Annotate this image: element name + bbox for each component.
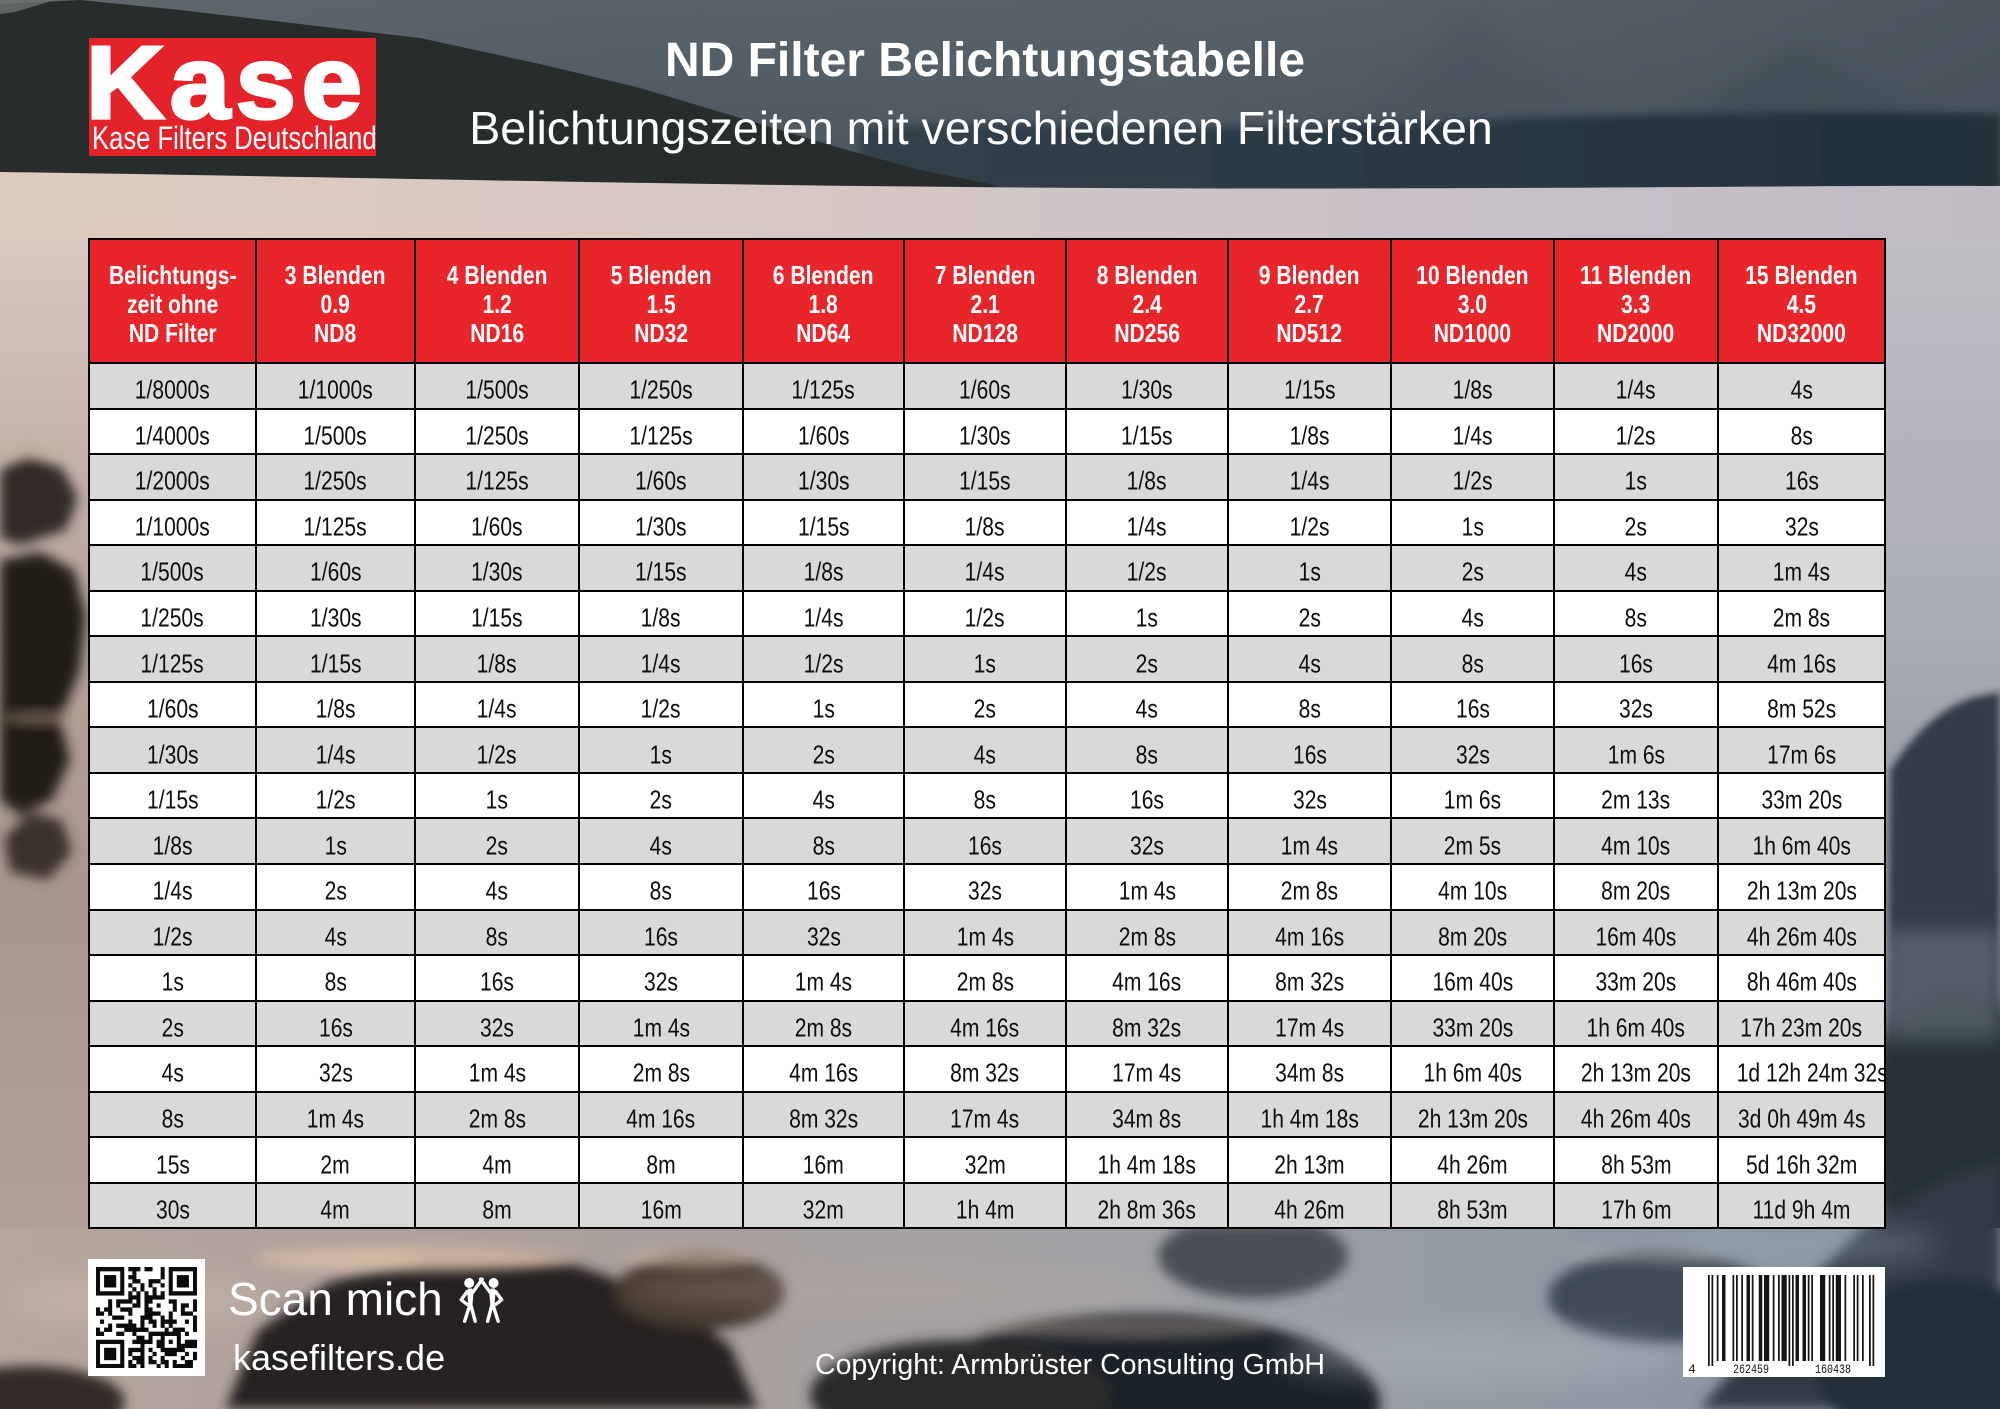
svg-text:262459: 262459 [1733,1363,1769,1377]
svg-text:4: 4 [1688,1362,1696,1377]
svg-text:160438: 160438 [1815,1363,1851,1377]
